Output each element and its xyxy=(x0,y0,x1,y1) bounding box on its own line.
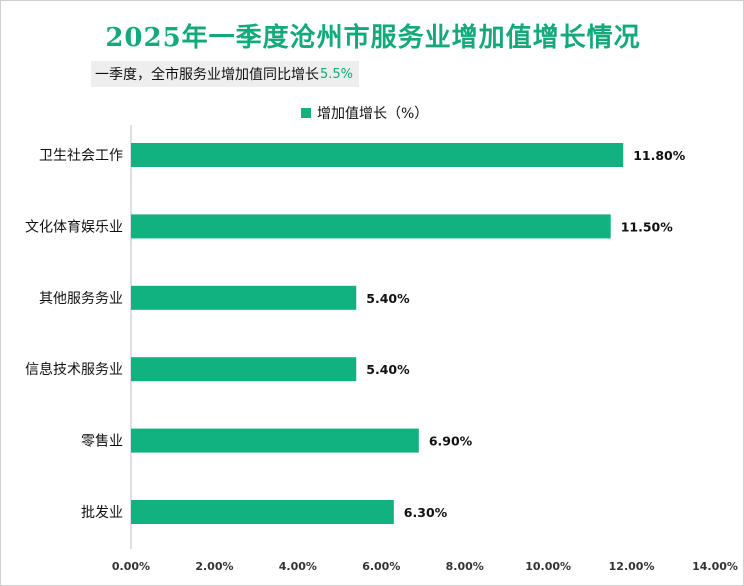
x-tick-label: 6.00% xyxy=(362,560,400,573)
bar xyxy=(131,214,611,239)
bar xyxy=(131,428,419,453)
category-label: 卫生社会工作 xyxy=(39,148,123,164)
subtitle-text: 一季度，全市服务业增加值同比增长 xyxy=(95,67,319,83)
bar xyxy=(131,357,357,382)
category-label: 其他服务务业 xyxy=(39,291,123,307)
data-label: 11.80% xyxy=(633,148,686,163)
x-tick-label: 0.00% xyxy=(112,560,150,573)
subtitle-value: 5.5% xyxy=(320,66,354,82)
bar xyxy=(131,285,357,310)
x-tick-label: 14.00% xyxy=(692,560,738,573)
data-label: 6.30% xyxy=(404,505,448,520)
legend-label: 增加值增长（%） xyxy=(317,106,429,122)
legend-swatch xyxy=(301,108,311,118)
x-tick-label: 10.00% xyxy=(525,560,571,573)
chart-title: 2025年一季度沧州市服务业增加值增长情况 xyxy=(105,23,641,53)
subtitle-box: 一季度，全市服务业增加值同比增长 5.5% xyxy=(91,61,360,87)
x-tick-label: 8.00% xyxy=(446,560,484,573)
legend: 增加值增长（%） xyxy=(301,103,428,123)
data-label: 5.40% xyxy=(366,362,410,377)
x-tick-label: 2.00% xyxy=(195,560,233,573)
x-tick-label: 12.00% xyxy=(609,560,655,573)
bar xyxy=(131,143,624,167)
category-label: 批发业 xyxy=(81,505,123,521)
data-label: 11.50% xyxy=(621,219,674,234)
data-label: 6.90% xyxy=(429,434,473,449)
category-label: 零售业 xyxy=(81,434,123,450)
data-label: 5.40% xyxy=(366,291,410,306)
category-label: 文化体育娱乐业 xyxy=(25,219,123,235)
x-tick-label: 4.00% xyxy=(279,560,317,573)
bar xyxy=(131,500,394,524)
category-label: 信息技术服务业 xyxy=(25,361,123,378)
